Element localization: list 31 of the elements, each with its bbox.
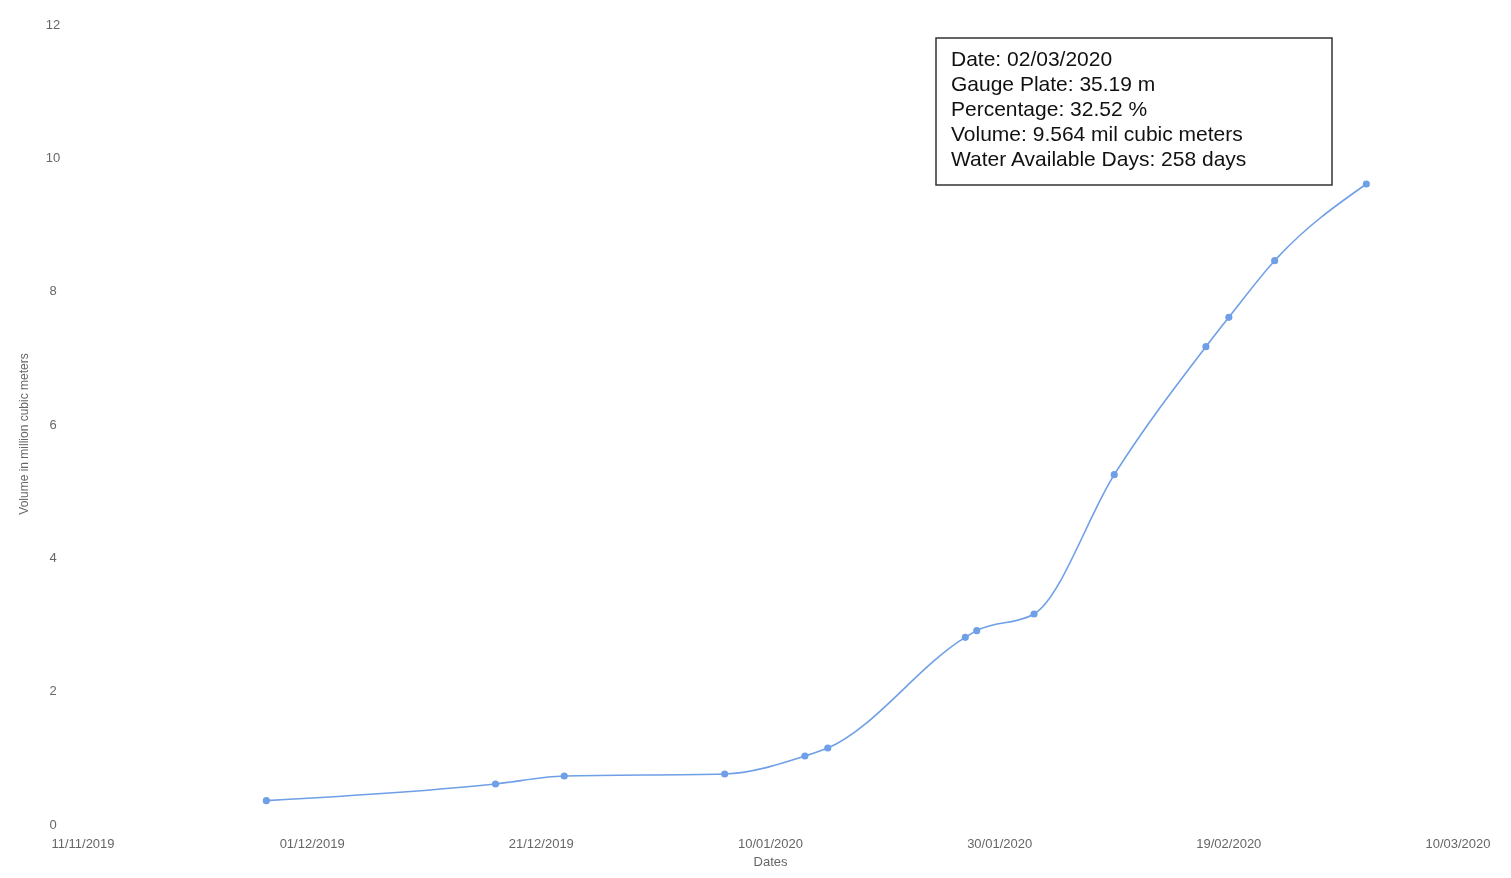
point [491,780,500,788]
x-tick-label: 10/03/2020 [1425,836,1491,851]
point [961,633,969,641]
y-tick-label: 2 [49,683,57,699]
y-tick-label: 4 [49,549,57,565]
point [721,770,729,778]
point [262,797,270,805]
point [1225,313,1233,321]
y-tick-label: 8 [49,283,57,299]
x-tick-label: 01/12/2019 [279,836,345,851]
x-axis-title: Dates [753,854,788,869]
point [1110,471,1118,479]
point [1271,257,1279,265]
x-tick-label: 30/01/2020 [967,836,1033,851]
x-tick-label: 19/02/2020 [1196,836,1262,851]
y-tick-label: 12 [45,16,61,32]
y-tick-label: 6 [49,416,57,432]
annotation: Date: 02/03/2020 Gauge Plate: 35.19 m Percentage: 32.52 % Volume: 9.564 mil cubic meters Water Available Days: 258 days [951,47,1247,170]
point [1362,180,1370,188]
x-tick-label: 11/11/2019 [51,836,115,851]
point [824,744,832,752]
point [560,772,568,780]
y-tick-label: 10 [45,149,61,165]
point [973,627,981,635]
x-tick-label: 10/01/2020 [737,836,804,851]
point [801,752,809,760]
point [1202,343,1210,351]
y-axis-title: Volume in million cubic meters [17,353,31,515]
x-tick-label: 21/12/2019 [508,836,574,851]
y-tick-label: 0 [49,816,57,832]
point [1030,610,1038,618]
